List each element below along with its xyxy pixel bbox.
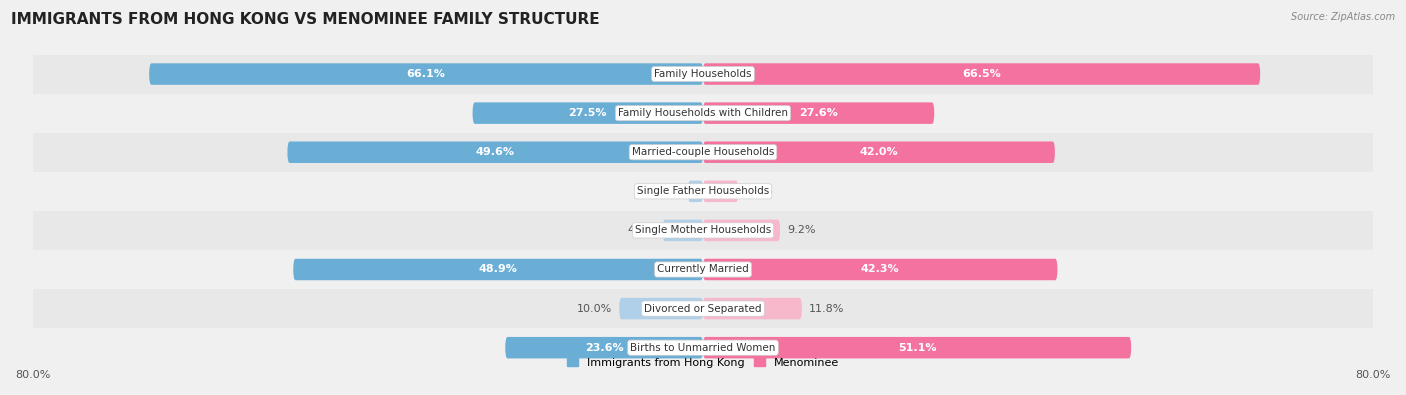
FancyBboxPatch shape (703, 337, 1132, 358)
FancyBboxPatch shape (472, 102, 703, 124)
Text: 10.0%: 10.0% (578, 304, 613, 314)
FancyBboxPatch shape (294, 259, 703, 280)
Text: Married-couple Households: Married-couple Households (631, 147, 775, 157)
Bar (32, 172, 1374, 211)
Text: Single Mother Households: Single Mother Households (636, 226, 770, 235)
FancyBboxPatch shape (703, 141, 1054, 163)
Text: 66.5%: 66.5% (962, 69, 1001, 79)
FancyBboxPatch shape (703, 63, 1260, 85)
Text: 4.8%: 4.8% (627, 226, 657, 235)
FancyBboxPatch shape (505, 337, 703, 358)
Text: 1.8%: 1.8% (652, 186, 682, 196)
Bar (32, 94, 1374, 133)
Legend: Immigrants from Hong Kong, Menominee: Immigrants from Hong Kong, Menominee (567, 358, 839, 368)
Text: Births to Unmarried Women: Births to Unmarried Women (630, 343, 776, 353)
FancyBboxPatch shape (287, 141, 703, 163)
Text: 66.1%: 66.1% (406, 69, 446, 79)
Text: 23.6%: 23.6% (585, 343, 623, 353)
FancyBboxPatch shape (703, 181, 738, 202)
FancyBboxPatch shape (703, 220, 780, 241)
FancyBboxPatch shape (688, 181, 703, 202)
Text: 51.1%: 51.1% (898, 343, 936, 353)
FancyBboxPatch shape (703, 102, 934, 124)
Text: 49.6%: 49.6% (475, 147, 515, 157)
Text: Divorced or Separated: Divorced or Separated (644, 304, 762, 314)
Text: 42.0%: 42.0% (859, 147, 898, 157)
Bar (32, 328, 1374, 367)
Bar (32, 211, 1374, 250)
Bar (32, 250, 1374, 289)
Text: 27.6%: 27.6% (799, 108, 838, 118)
FancyBboxPatch shape (703, 259, 1057, 280)
Text: 11.8%: 11.8% (808, 304, 844, 314)
Text: 4.2%: 4.2% (745, 186, 773, 196)
Bar (32, 55, 1374, 94)
Bar (32, 289, 1374, 328)
Text: 42.3%: 42.3% (860, 265, 900, 275)
Text: Single Father Households: Single Father Households (637, 186, 769, 196)
Text: 48.9%: 48.9% (478, 265, 517, 275)
FancyBboxPatch shape (662, 220, 703, 241)
Text: Family Households with Children: Family Households with Children (619, 108, 787, 118)
Text: Currently Married: Currently Married (657, 265, 749, 275)
FancyBboxPatch shape (149, 63, 703, 85)
Text: IMMIGRANTS FROM HONG KONG VS MENOMINEE FAMILY STRUCTURE: IMMIGRANTS FROM HONG KONG VS MENOMINEE F… (11, 12, 600, 27)
Text: 27.5%: 27.5% (568, 108, 607, 118)
Text: Source: ZipAtlas.com: Source: ZipAtlas.com (1291, 12, 1395, 22)
Text: 9.2%: 9.2% (787, 226, 815, 235)
Text: Family Households: Family Households (654, 69, 752, 79)
FancyBboxPatch shape (619, 298, 703, 319)
Bar (32, 133, 1374, 172)
FancyBboxPatch shape (703, 298, 801, 319)
